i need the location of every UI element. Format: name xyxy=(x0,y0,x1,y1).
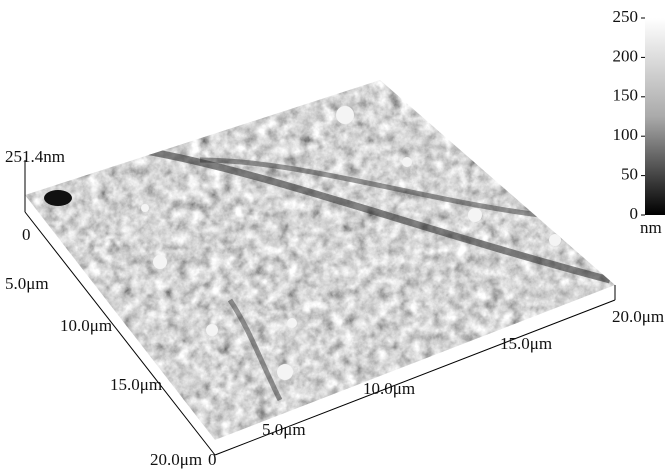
color-unit: nm xyxy=(640,218,662,237)
color-tick-label: 100 xyxy=(613,125,639,144)
color-tick-label: 0 xyxy=(630,204,639,223)
y-axis-label: 15.0μm xyxy=(110,375,162,394)
color-tick-label: 150 xyxy=(613,86,639,105)
x-axis-label: 5.0μm xyxy=(262,420,306,439)
x-axis-label: 15.0μm xyxy=(500,334,552,353)
z-max-label: 251.4nm xyxy=(5,147,65,166)
z-origin-label: 0 xyxy=(22,225,31,244)
y-axis-label: 20.0μm xyxy=(150,450,202,469)
color-tick-label: 50 xyxy=(621,165,638,184)
x-axis-label: 10.0μm xyxy=(363,379,415,398)
y-axis-label: 10.0μm xyxy=(60,316,112,335)
color-bar xyxy=(645,18,665,215)
y-origin-label: 0 xyxy=(208,450,217,469)
afm-figure: 251.4nm 0 0 nm 5.0μm 10.0μm 15.0μm 20.0μm 5.… xyxy=(0,0,669,471)
y-axis-label: 5.0μm xyxy=(5,274,49,293)
x-axis-label: 20.0μm xyxy=(612,307,664,326)
color-tick-label: 200 xyxy=(613,46,639,65)
color-tick-label: 250 xyxy=(613,7,639,26)
